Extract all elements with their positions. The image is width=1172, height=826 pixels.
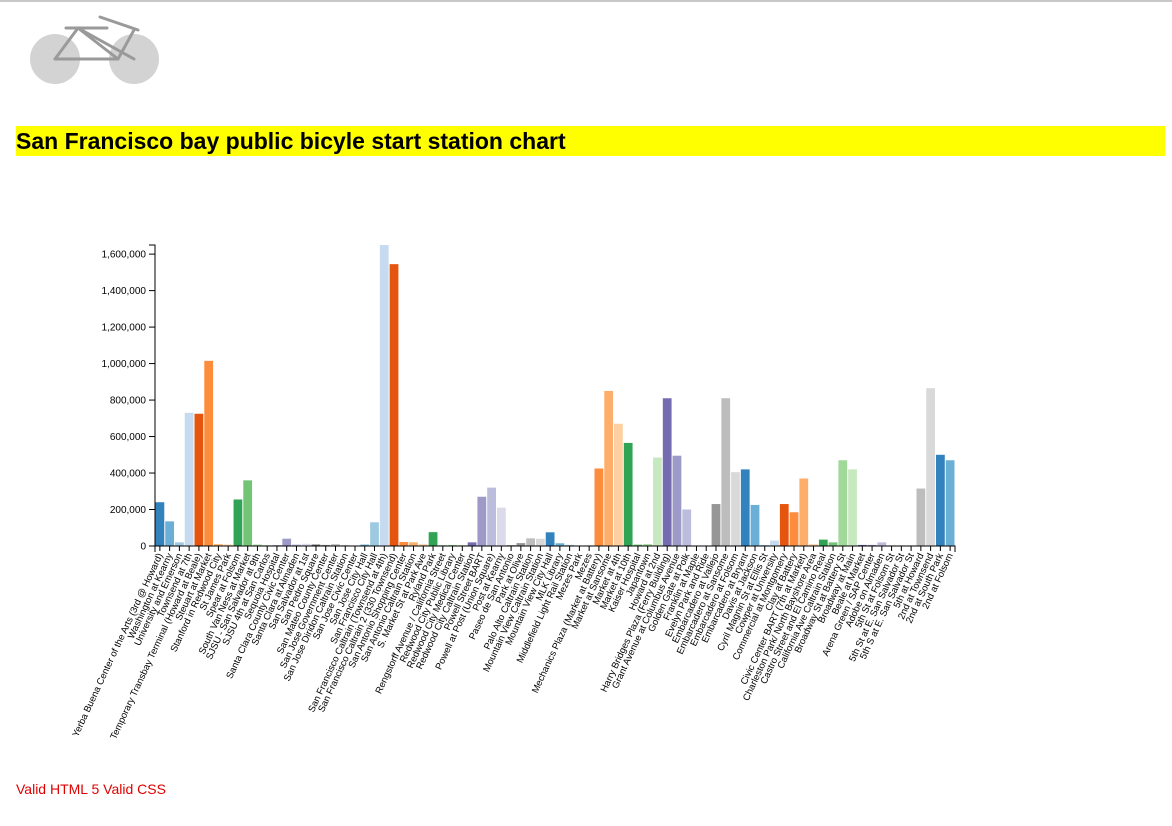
bar — [311, 544, 321, 546]
bar — [340, 544, 350, 546]
page-title: San Francisco bay public bicyle start st… — [16, 126, 1165, 156]
bar — [653, 457, 662, 546]
bar — [516, 543, 526, 546]
bar — [253, 544, 262, 546]
bar — [428, 532, 438, 546]
bar — [467, 542, 477, 546]
bar — [448, 544, 457, 546]
bar — [740, 469, 750, 546]
bar — [214, 544, 223, 546]
bar — [926, 388, 935, 546]
bar — [623, 442, 633, 546]
y-axis-tick-label: 1,600,000 — [102, 250, 147, 261]
bar — [633, 544, 643, 546]
bar — [204, 360, 214, 546]
bar — [526, 538, 535, 546]
bar — [789, 512, 799, 546]
bar — [643, 544, 653, 546]
bar — [731, 472, 740, 546]
bar — [662, 398, 672, 546]
y-axis-tick-label: 1,400,000 — [102, 286, 147, 297]
bicycle-icon — [30, 15, 159, 84]
y-axis-tick-label: 800,000 — [110, 396, 147, 407]
y-axis-tick-label: 1,000,000 — [102, 359, 147, 370]
valid-css-link[interactable]: Valid CSS — [103, 781, 166, 797]
bar — [848, 469, 857, 546]
bar — [711, 504, 721, 546]
bar — [292, 544, 301, 546]
bar — [799, 478, 809, 546]
y-axis-tick-label: 400,000 — [110, 469, 147, 480]
bar — [935, 454, 945, 546]
bar — [360, 544, 370, 546]
y-axis-tick-label: 1,200,000 — [102, 323, 147, 334]
bar — [555, 543, 565, 546]
bar — [477, 496, 487, 546]
y-axis-tick-label: 200,000 — [110, 505, 147, 516]
bar — [614, 423, 623, 546]
top-border — [0, 0, 1172, 2]
bar — [165, 521, 175, 546]
bar — [399, 541, 409, 546]
bar — [721, 398, 731, 546]
bar — [243, 480, 253, 546]
bar — [545, 532, 555, 546]
bar — [779, 504, 789, 546]
bar — [175, 542, 184, 546]
bar — [233, 499, 243, 546]
bar — [682, 509, 692, 546]
bar — [223, 544, 233, 546]
bar — [672, 455, 682, 546]
bar — [487, 487, 496, 546]
y-axis-tick-label: 600,000 — [110, 432, 147, 443]
bar — [535, 538, 545, 546]
x-axis — [154, 545, 956, 552]
bar — [770, 540, 779, 546]
bar — [594, 468, 604, 546]
bar — [184, 412, 194, 546]
bar-chart: 0 200,000 400,000 600,000 800,000 1,000,000 1,… — [70, 244, 956, 741]
bar — [818, 539, 828, 546]
bar — [301, 543, 311, 546]
bar — [331, 544, 340, 546]
bar — [565, 544, 575, 546]
y-axis-tick-label: 0 — [140, 542, 146, 553]
valid-html5-link[interactable]: Valid HTML 5 — [16, 781, 100, 797]
footer: Valid HTML 5 Valid CSS — [16, 781, 166, 797]
bar — [604, 390, 614, 546]
bicycle-frame-icon — [53, 15, 140, 61]
bar — [809, 544, 818, 546]
bar — [282, 538, 292, 546]
bar — [867, 544, 877, 546]
bar — [194, 413, 204, 546]
bar — [750, 504, 760, 546]
bar — [389, 264, 399, 546]
bar — [838, 460, 848, 546]
bar — [321, 544, 331, 546]
bar — [409, 542, 418, 546]
bar — [418, 544, 428, 546]
bar — [877, 542, 887, 546]
bar — [945, 460, 955, 546]
bar — [370, 522, 379, 546]
bar — [828, 542, 838, 546]
bar — [916, 488, 926, 546]
bar — [857, 544, 867, 546]
bar — [155, 502, 165, 546]
bar — [496, 507, 506, 546]
bar — [379, 245, 389, 546]
